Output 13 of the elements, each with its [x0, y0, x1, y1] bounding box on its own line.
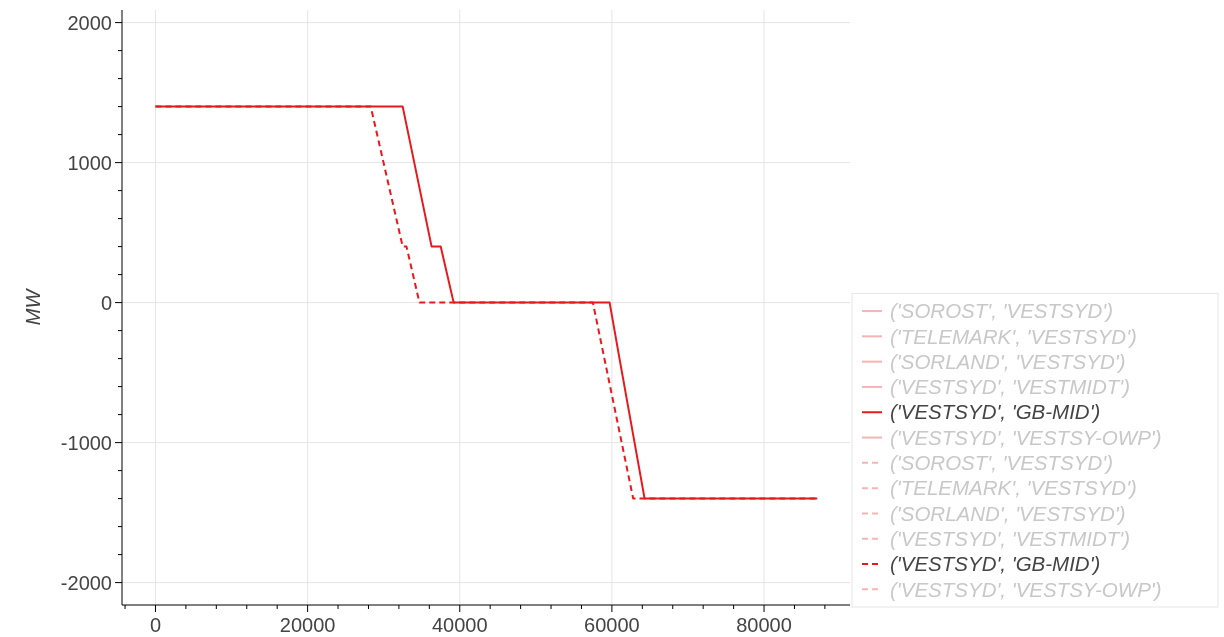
- x-tick-label: 60000: [584, 614, 640, 636]
- y-tick-label: -2000: [60, 571, 112, 594]
- y-tick-label: -1000: [60, 431, 112, 454]
- y-tick-label: 2000: [67, 11, 112, 34]
- legend-label: ('VESTSYD', 'GB-MID'): [890, 400, 1101, 424]
- x-tick-label: 20000: [279, 614, 336, 636]
- y-axis-title: MW: [22, 287, 44, 326]
- x-tick-label: 80000: [736, 614, 792, 636]
- x-tick-label: 0: [149, 614, 162, 636]
- y-tick-label: 1000: [67, 151, 112, 174]
- x-tick-label: 40000: [431, 614, 488, 636]
- y-tick-label: 0: [100, 291, 112, 314]
- legend-label: ('VESTSYD', 'GB-MID'): [890, 552, 1101, 576]
